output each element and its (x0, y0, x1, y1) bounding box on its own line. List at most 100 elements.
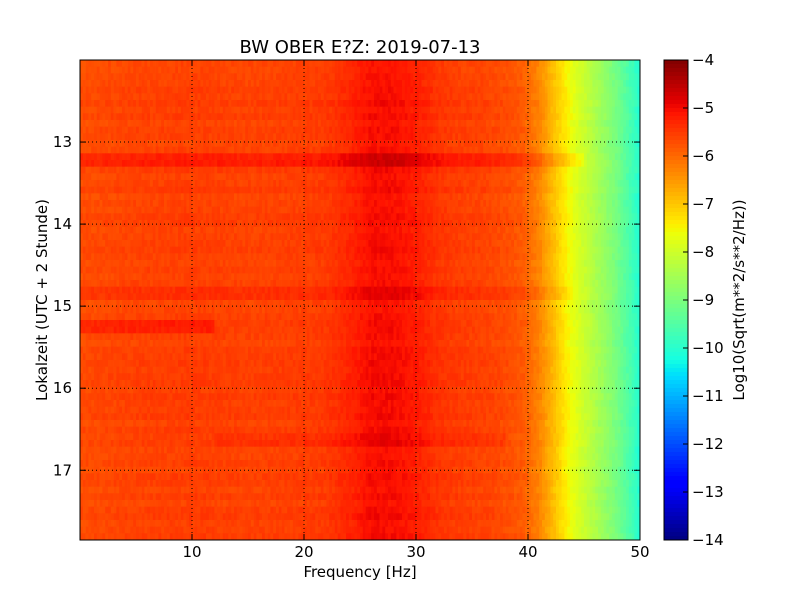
heatmap-cell (320, 73, 324, 81)
heatmap-cell (295, 73, 299, 81)
heatmap-cell (292, 133, 296, 141)
heatmap-cell (522, 73, 526, 81)
heatmap-cell (304, 86, 308, 94)
heatmap-cell (85, 73, 89, 81)
heatmap-cell (598, 80, 602, 88)
heatmap-cell (452, 100, 456, 108)
heatmap-cell (250, 153, 254, 161)
heatmap-cell (586, 146, 590, 154)
heatmap-cell (152, 193, 156, 201)
heatmap-cell (491, 66, 495, 74)
heatmap-cell (488, 140, 492, 148)
heatmap-cell (127, 113, 131, 121)
heatmap-cell (309, 113, 313, 121)
heatmap-cell (469, 100, 473, 108)
heatmap-cell (519, 120, 523, 128)
heatmap-cell (82, 146, 86, 154)
heatmap-cell (158, 193, 162, 201)
heatmap-cell (404, 160, 408, 168)
heatmap-cell (278, 213, 282, 221)
heatmap-cell (144, 186, 148, 194)
heatmap-cell (528, 133, 532, 141)
heatmap-cell (273, 86, 277, 94)
heatmap-cell (152, 120, 156, 128)
heatmap-cell (460, 206, 464, 214)
heatmap-cell (138, 66, 142, 74)
heatmap-cell (183, 173, 187, 181)
heatmap-cell (441, 200, 445, 208)
heatmap-cell (365, 220, 369, 228)
heatmap-cell (292, 86, 296, 94)
heatmap-cell (147, 186, 151, 194)
heatmap-cell (603, 166, 607, 174)
heatmap-cell (536, 173, 540, 181)
heatmap-cell (206, 153, 210, 161)
heatmap-cell (102, 100, 106, 108)
heatmap-cell (530, 106, 534, 114)
heatmap-cell (334, 206, 338, 214)
heatmap-cell (455, 106, 459, 114)
heatmap-cell (427, 73, 431, 81)
heatmap-cell (287, 146, 291, 154)
heatmap-cell (617, 153, 621, 161)
heatmap-cell (385, 220, 389, 228)
heatmap-cell (525, 220, 529, 228)
heatmap-cell (550, 66, 554, 74)
heatmap-cell (452, 206, 456, 214)
heatmap-cell (231, 186, 235, 194)
heatmap-cell (502, 173, 506, 181)
heatmap-cell (637, 100, 641, 108)
heatmap-cell (432, 146, 436, 154)
heatmap-cell (606, 186, 610, 194)
heatmap-cell (561, 100, 565, 108)
heatmap-cell (152, 140, 156, 148)
heatmap-cell (110, 180, 114, 188)
heatmap-cell (245, 80, 249, 88)
heatmap-cell (281, 180, 285, 188)
heatmap-cell (631, 60, 635, 68)
heatmap-cell (578, 193, 582, 201)
heatmap-cell (306, 153, 310, 161)
heatmap-cell (222, 126, 226, 134)
heatmap-cell (133, 173, 137, 181)
heatmap-cell (242, 186, 246, 194)
heatmap-cell (550, 140, 554, 148)
heatmap-cell (329, 106, 333, 114)
heatmap-cell (178, 106, 182, 114)
heatmap-cell (318, 73, 322, 81)
heatmap-cell (542, 213, 546, 221)
heatmap-cell (374, 193, 378, 201)
heatmap-cell (581, 93, 585, 101)
heatmap-cell (620, 126, 624, 134)
heatmap-cell (564, 146, 568, 154)
heatmap-cell (334, 200, 338, 208)
heatmap-cell (600, 166, 604, 174)
heatmap-cell (614, 160, 618, 168)
heatmap-cell (309, 93, 313, 101)
heatmap-cell (264, 113, 268, 121)
heatmap-cell (379, 200, 383, 208)
heatmap-cell (337, 153, 341, 161)
heatmap-cell (304, 220, 308, 228)
heatmap-cell (626, 186, 630, 194)
heatmap-cell (206, 93, 210, 101)
heatmap-cell (404, 106, 408, 114)
heatmap-cell (197, 100, 201, 108)
heatmap-cell (376, 146, 380, 154)
heatmap-cell (166, 66, 170, 74)
heatmap-cell (376, 93, 380, 101)
heatmap-cell (561, 220, 565, 228)
heatmap-cell (393, 93, 397, 101)
heatmap-cell (108, 146, 112, 154)
heatmap-cell (108, 166, 112, 174)
heatmap-cell (304, 193, 308, 201)
heatmap-cell (351, 166, 355, 174)
heatmap-cell (570, 220, 574, 228)
heatmap-cell (382, 133, 386, 141)
heatmap-cell (516, 160, 520, 168)
heatmap-cell (189, 100, 193, 108)
heatmap-cell (547, 153, 551, 161)
heatmap-cell (91, 80, 95, 88)
heatmap-cell (110, 66, 114, 74)
heatmap-cell (357, 220, 361, 228)
